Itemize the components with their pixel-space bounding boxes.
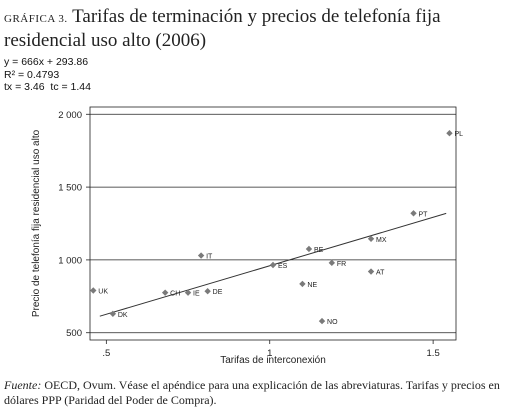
data-point-it [197,252,205,259]
x-axis-label: Tarifas de interconexión [220,355,326,366]
point-label-mx: MX [376,237,387,244]
data-point-at [367,268,375,275]
point-label-es: ES [278,263,288,270]
figure-title: Tarifas de terminación y precios de tele… [4,6,441,51]
data-point-es [269,261,277,269]
point-label-dk: DK [118,312,128,319]
data-point-ie [184,289,192,296]
point-label-uk: UK [98,288,108,295]
y-tick-label: 1 500 [58,183,82,194]
plot-frame [89,106,457,341]
data-point-be [305,245,313,253]
footnote-text: OECD, Ovum. Véase el apéndice para una e… [4,378,500,407]
regression-stats: y = 666x + 293.86 R² = 0.4793 tx = 3.46 … [4,56,91,94]
figure-number: GRÁFICA 3. [4,13,68,25]
data-point-mx [367,235,375,242]
y-axis-label: Precio de telefonía fija residencial uso… [31,129,42,317]
chart-title: GRÁFICA 3. Tarifas de terminación y prec… [4,6,510,52]
point-label-pt: PT [419,211,429,218]
y-tick-label: 2 000 [58,110,82,121]
y-tick-label: 1 000 [58,255,82,266]
data-point-pl [446,130,453,137]
point-label-ne: NE [307,282,317,289]
x-tick-label: 1 [267,348,272,359]
r-squared: R² = 0.4793 [4,68,60,81]
data-point-no [318,317,326,325]
data-point-dk [109,310,117,317]
data-point-ne [299,280,306,288]
data-point-de [204,288,211,295]
point-label-pl: PL [454,131,463,138]
regression-equation: y = 666x + 293.86 [4,56,89,68]
point-label-at: AT [376,270,385,277]
point-label-no: NO [327,319,338,326]
point-label-ch: CH [170,291,180,298]
y-tick-label: 500 [66,328,82,339]
data-point-ch [161,289,169,296]
point-label-fr: FR [337,261,346,268]
point-label-be: BE [314,247,324,254]
point-label-de: DE [213,289,223,296]
footnote-source-label: Fuente: [4,378,42,392]
data-point-pt [410,210,417,217]
point-label-it: IT [206,254,213,261]
data-point-uk [90,287,97,294]
data-point-fr [328,259,336,267]
t-statistics: tx = 3.46 tc = 1.44 [4,81,91,93]
x-tick-label: 1.5 [427,348,440,359]
point-label-ie: IE [193,291,200,298]
x-tick-label: .5 [102,348,110,359]
scatter-chart: 500 1 000 1 500 2 000 .5 1 1.5 Tarifas de inter… [31,106,463,366]
footnote: Fuente: OECD, Ovum. Véase el apéndice pa… [4,378,510,408]
